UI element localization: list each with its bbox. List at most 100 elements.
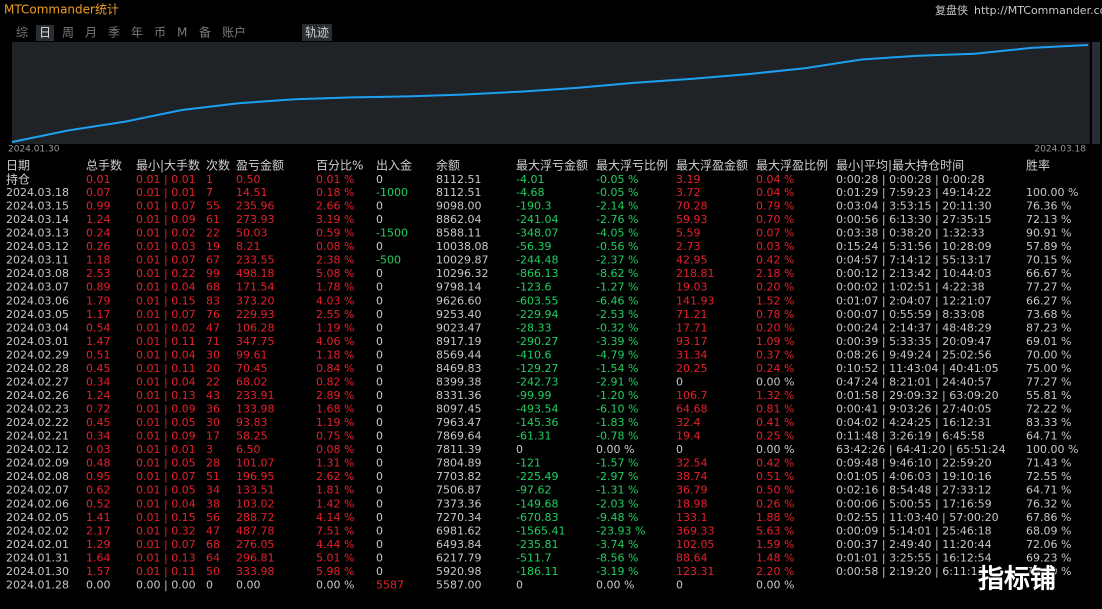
column-header: 出入金 [376, 158, 412, 173]
site-url: http://MTCommander.com [974, 4, 1102, 17]
cell: 1.52 % [756, 294, 794, 307]
cell: 0.07 [86, 186, 111, 199]
cell: -149.68 [516, 497, 558, 510]
cell: 0 [376, 565, 383, 578]
cell: 2.20 % [756, 565, 794, 578]
cell: 0.52 [86, 497, 111, 510]
row-label: 2024.02.23 [6, 403, 69, 416]
cell: 0 [376, 281, 383, 294]
cell: -3.19 % [596, 565, 638, 578]
chart: 2024.01.30 2024.03.18 [8, 44, 1089, 155]
cell: -410.6 [516, 348, 551, 361]
cell: 0 [376, 403, 383, 416]
cell: 8097.45 [436, 403, 482, 416]
row-label: 2024.03.15 [6, 200, 69, 213]
cell: 0:11:48 | 3:26:19 | 6:45:58 [836, 430, 985, 443]
cell: 106.28 [236, 321, 275, 334]
cell: -2.14 % [596, 200, 638, 213]
cell: 0.01 | 0.04 [136, 375, 196, 388]
cell: 101.07 [236, 457, 275, 470]
brand: 复盘侠 [935, 3, 968, 17]
row-label: 2024.02.05 [6, 511, 69, 524]
cell: 5.98 % [316, 565, 354, 578]
cell: -235.81 [516, 538, 558, 551]
cell: -1.54 % [596, 362, 638, 375]
cell: 0.84 % [316, 362, 354, 375]
tab[interactable]: 综 [16, 26, 28, 40]
cell: 288.72 [236, 511, 275, 524]
row-label: 2024.02.12 [6, 443, 69, 456]
cell: 83.33 % [1026, 416, 1071, 429]
cell: 0.24 % [756, 362, 794, 375]
cell: 43 [206, 389, 220, 402]
cell: 0:00:07 | 0:55:59 | 8:33:08 [836, 308, 985, 321]
row-label: 2024.02.28 [6, 362, 69, 375]
tab[interactable]: 年 [131, 26, 143, 40]
cell: 0.20 % [756, 321, 794, 334]
cell: 36 [206, 403, 220, 416]
cell: -2.53 % [596, 308, 638, 321]
cell: 296.81 [236, 551, 275, 564]
cell: 0.01 | 0.11 [136, 565, 196, 578]
column-header: 余额 [436, 158, 460, 173]
cell: 17 [206, 430, 220, 443]
cell: 0.01 | 0.07 [136, 200, 196, 213]
view-tab[interactable]: 轨迹 [305, 26, 329, 40]
cell: 1.88 % [756, 511, 794, 524]
cell: 72.22 % [1026, 403, 1071, 416]
cell: 8588.11 [436, 227, 482, 240]
cell: 7373.36 [436, 497, 482, 510]
cell: -6.46 % [596, 294, 638, 307]
cell: 34 [206, 484, 220, 497]
cell: 58.25 [236, 430, 268, 443]
cell: 2.89 % [316, 389, 354, 402]
tab[interactable]: 月 [85, 26, 97, 40]
cell: 0.01 | 0.09 [136, 403, 196, 416]
cell: 0.01 | 0.13 [136, 389, 196, 402]
tab[interactable]: 币 [154, 26, 166, 40]
cell: 8469.83 [436, 362, 482, 375]
cell: 102.05 [676, 538, 715, 551]
cell: 64.71 % [1026, 484, 1071, 497]
cell: 1.81 % [316, 484, 354, 497]
cell: 8917.19 [436, 335, 482, 348]
cell: -290.27 [516, 335, 558, 348]
tab[interactable]: 周 [62, 26, 74, 40]
column-header: 最大浮盈金额 [676, 158, 748, 173]
row-label: 2024.02.29 [6, 348, 69, 361]
cell: 0 [376, 348, 383, 361]
cell: 4.06 % [316, 335, 354, 348]
tab[interactable]: 日 [39, 26, 51, 40]
cell: 1.31 % [316, 457, 354, 470]
cell: -99.99 [516, 389, 551, 402]
cell: 0.03 [86, 443, 111, 456]
cell: 55 [206, 200, 220, 213]
cell: 32.4 [676, 416, 701, 429]
cell: 28 [206, 457, 220, 470]
cell: 71.43 % [1026, 457, 1071, 470]
column-header: 日期 [6, 159, 30, 173]
cell: 0 [376, 362, 383, 375]
cell: 7869.64 [436, 430, 482, 443]
tab[interactable]: 备 [199, 26, 211, 40]
cell: -121 [516, 457, 541, 470]
cell: 3.72 [676, 186, 701, 199]
tab[interactable]: 账户 [222, 25, 246, 40]
tab[interactable]: M [177, 26, 187, 40]
cell: 56 [206, 511, 220, 524]
cell: 498.18 [236, 267, 275, 280]
row-label: 2024.03.18 [6, 186, 69, 199]
cell: 1.57 [86, 565, 111, 578]
cell: 61 [206, 213, 220, 226]
row-label: 2024.03.08 [6, 267, 69, 280]
cell: -670.83 [516, 511, 558, 524]
cell: 0.01 | 0.04 [136, 348, 196, 361]
cell: 87.23 % [1026, 321, 1071, 334]
cell: 1.18 [86, 254, 111, 267]
cell: 0.51 % [756, 470, 794, 483]
tab[interactable]: 季 [108, 26, 120, 40]
cell: 8569.44 [436, 348, 482, 361]
cell: 5.08 % [316, 267, 354, 280]
cell: 0.50 [236, 173, 261, 186]
